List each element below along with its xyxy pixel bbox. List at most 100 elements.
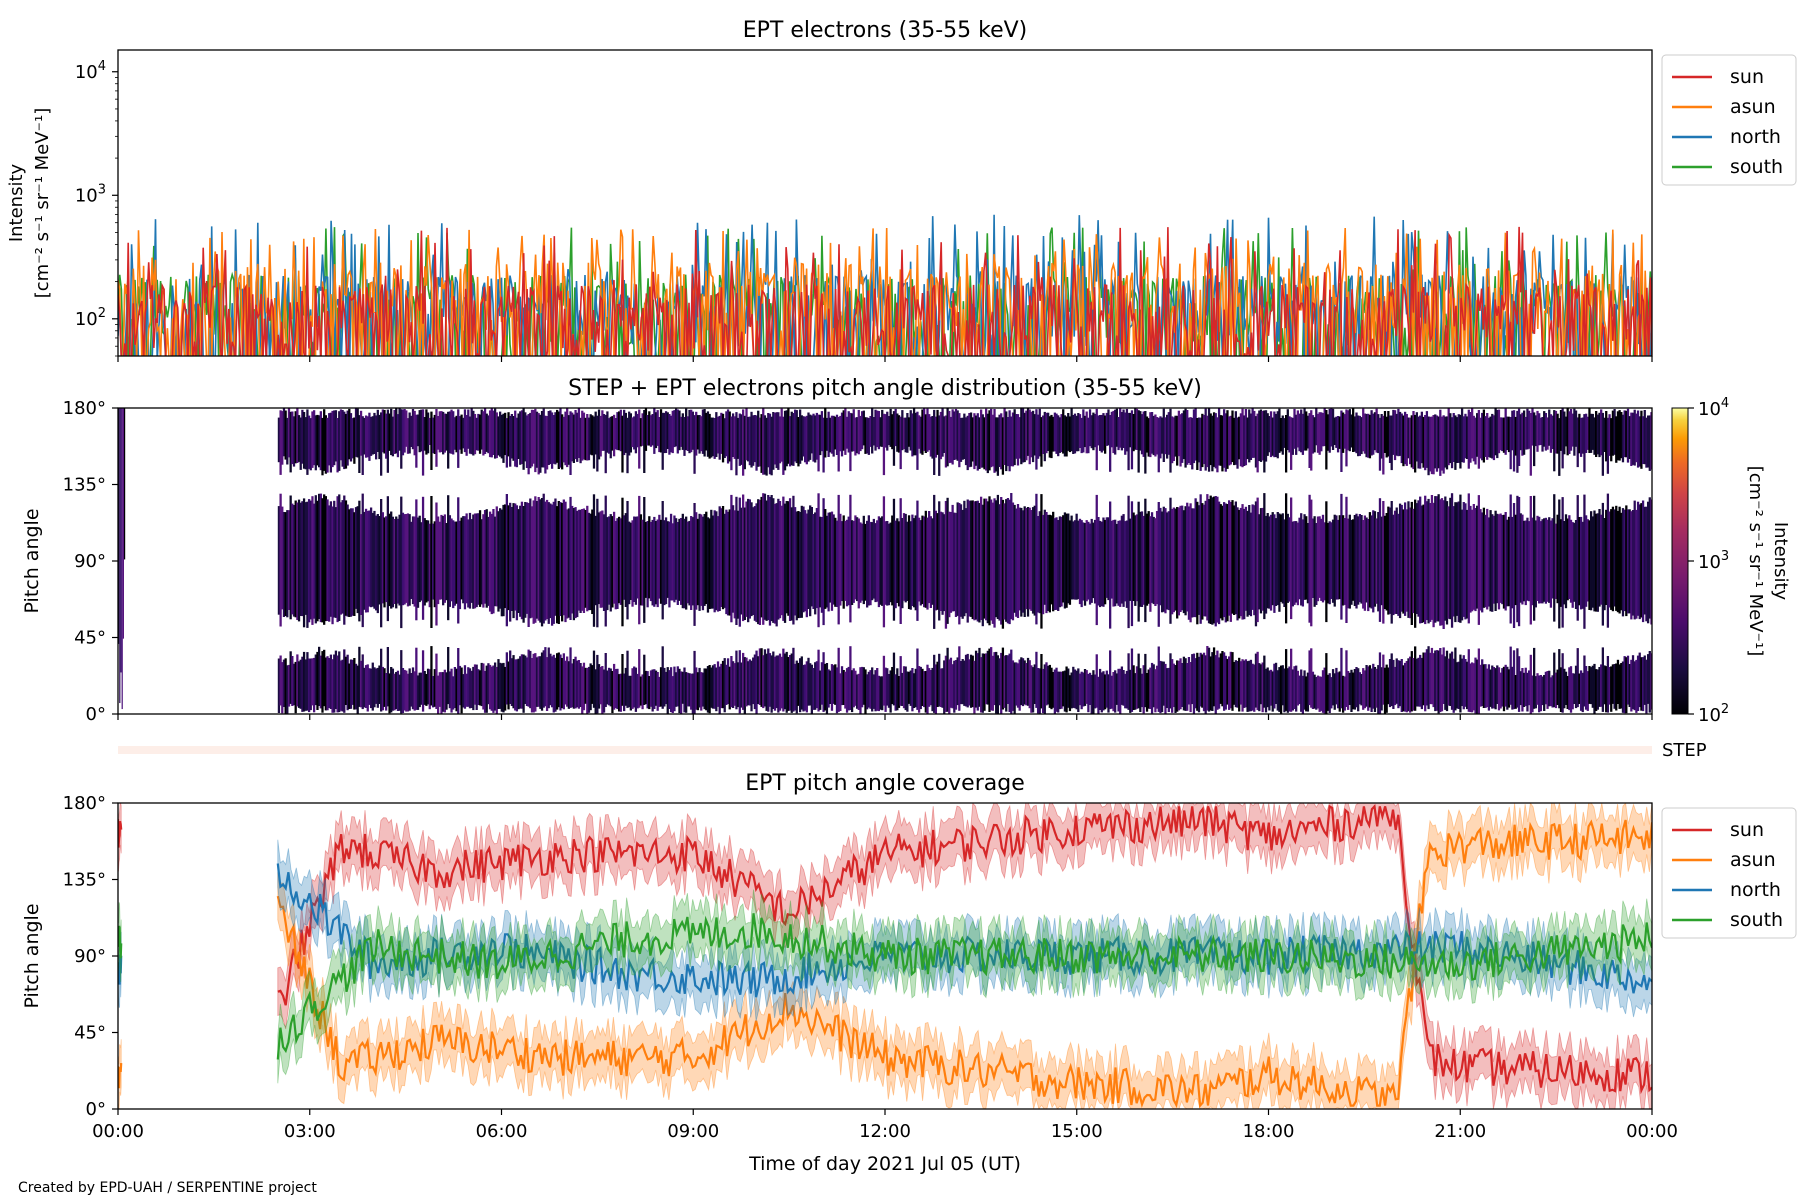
heat-cell [1219, 415, 1222, 466]
heat-cell [1434, 650, 1437, 712]
heat-cell [1236, 661, 1239, 708]
heat-cell [339, 409, 343, 461]
heat-cell [336, 418, 339, 473]
heat-cell [401, 512, 405, 606]
heat-cell [460, 517, 463, 600]
heat-cell [403, 409, 406, 453]
heat-cell [324, 496, 327, 622]
heat-cell [1176, 507, 1179, 619]
heat-cell [292, 416, 296, 467]
heat-cell [847, 516, 850, 606]
heat-cell [1171, 659, 1174, 713]
heat-cell [896, 413, 899, 452]
heat-cell [604, 415, 607, 474]
heat-cell [1233, 417, 1236, 466]
heat-cell [1127, 412, 1130, 471]
heat-cell [341, 500, 344, 614]
heat-cell [964, 508, 968, 614]
heat-cell [648, 676, 651, 710]
heat-cell [1516, 410, 1519, 473]
heat-cell [1346, 410, 1350, 451]
heat-cell [993, 652, 996, 706]
heat-cell [654, 521, 658, 605]
heat-cell [666, 667, 669, 714]
heat-cell [1618, 506, 1621, 614]
heat-cell [532, 653, 535, 713]
heat-cell [948, 511, 951, 618]
heat-cell [1586, 416, 1589, 450]
heat-cell [664, 517, 668, 605]
heat-cell [1067, 668, 1070, 708]
heat-cell [465, 513, 468, 604]
heat-cell [752, 507, 755, 615]
heat-cell [1531, 517, 1534, 606]
heat-cell [1172, 507, 1175, 613]
heat-cell [1191, 508, 1194, 618]
heat-cell [537, 413, 540, 475]
heat-cell [728, 666, 731, 710]
heat-cell [1648, 497, 1651, 619]
heat-cell [1348, 514, 1351, 609]
heat-cell [1278, 408, 1281, 453]
heat-cell [693, 503, 696, 626]
heat-cell [1600, 664, 1603, 707]
legend-label-south: south [1730, 156, 1783, 178]
heat-cell [1263, 493, 1266, 620]
heat-cell [899, 498, 902, 624]
heat-cell [1638, 416, 1641, 467]
heat-cell [1140, 673, 1144, 708]
heat-cell [296, 408, 299, 463]
heat-cell [1154, 669, 1157, 713]
heat-cell [493, 516, 497, 607]
heat-cell [581, 666, 584, 714]
heat-cell [921, 409, 924, 455]
heat-cell [917, 517, 921, 602]
heat-cell [1075, 415, 1078, 452]
heat-cell [1615, 416, 1618, 463]
heat-cell [1462, 416, 1465, 463]
heat-cell [1132, 665, 1135, 710]
heat-cell [757, 656, 760, 704]
heat-cell [378, 665, 381, 704]
heat-cell [1325, 653, 1328, 714]
heat-cell [1189, 417, 1192, 465]
heat-cell [663, 667, 666, 707]
heat-cell [673, 410, 676, 448]
heat-cell [1341, 412, 1345, 453]
heat-cell [408, 668, 411, 711]
heat-cell [948, 410, 951, 464]
heat-cell [1244, 409, 1248, 466]
heat-cell [416, 517, 420, 608]
heat-cell [287, 510, 291, 610]
heat-cell [1330, 408, 1333, 447]
heat-cell [643, 654, 646, 705]
heat-cell [344, 413, 348, 469]
heat-cell [445, 413, 448, 451]
heat-cell [1130, 648, 1134, 712]
heat-cell [1288, 517, 1291, 602]
heat-cell [1093, 519, 1097, 604]
heat-cell [1566, 518, 1569, 601]
heat-cell [1333, 417, 1336, 445]
heat-cell [1559, 410, 1563, 451]
heat-cell [1573, 408, 1576, 456]
heat-cell [1353, 416, 1356, 452]
heat-cell [1268, 516, 1271, 609]
heat-cell [1350, 414, 1353, 448]
heat-cell [338, 494, 341, 621]
heat-cell [1274, 413, 1278, 457]
heat-cell [1650, 499, 1652, 625]
heat-cell [599, 415, 602, 457]
heat-cell [490, 408, 493, 458]
heat-cell [990, 647, 993, 711]
heat-cell [1546, 519, 1549, 602]
heat-cell [499, 662, 502, 709]
heat-cell [1228, 656, 1231, 710]
heat-cell [1197, 656, 1201, 713]
heat-cell [928, 414, 931, 451]
heat-cell [458, 416, 462, 450]
heat-cell [1491, 665, 1494, 709]
heat-cell [1561, 497, 1564, 628]
heat-cell [1435, 415, 1439, 472]
heat-cell [291, 411, 294, 465]
